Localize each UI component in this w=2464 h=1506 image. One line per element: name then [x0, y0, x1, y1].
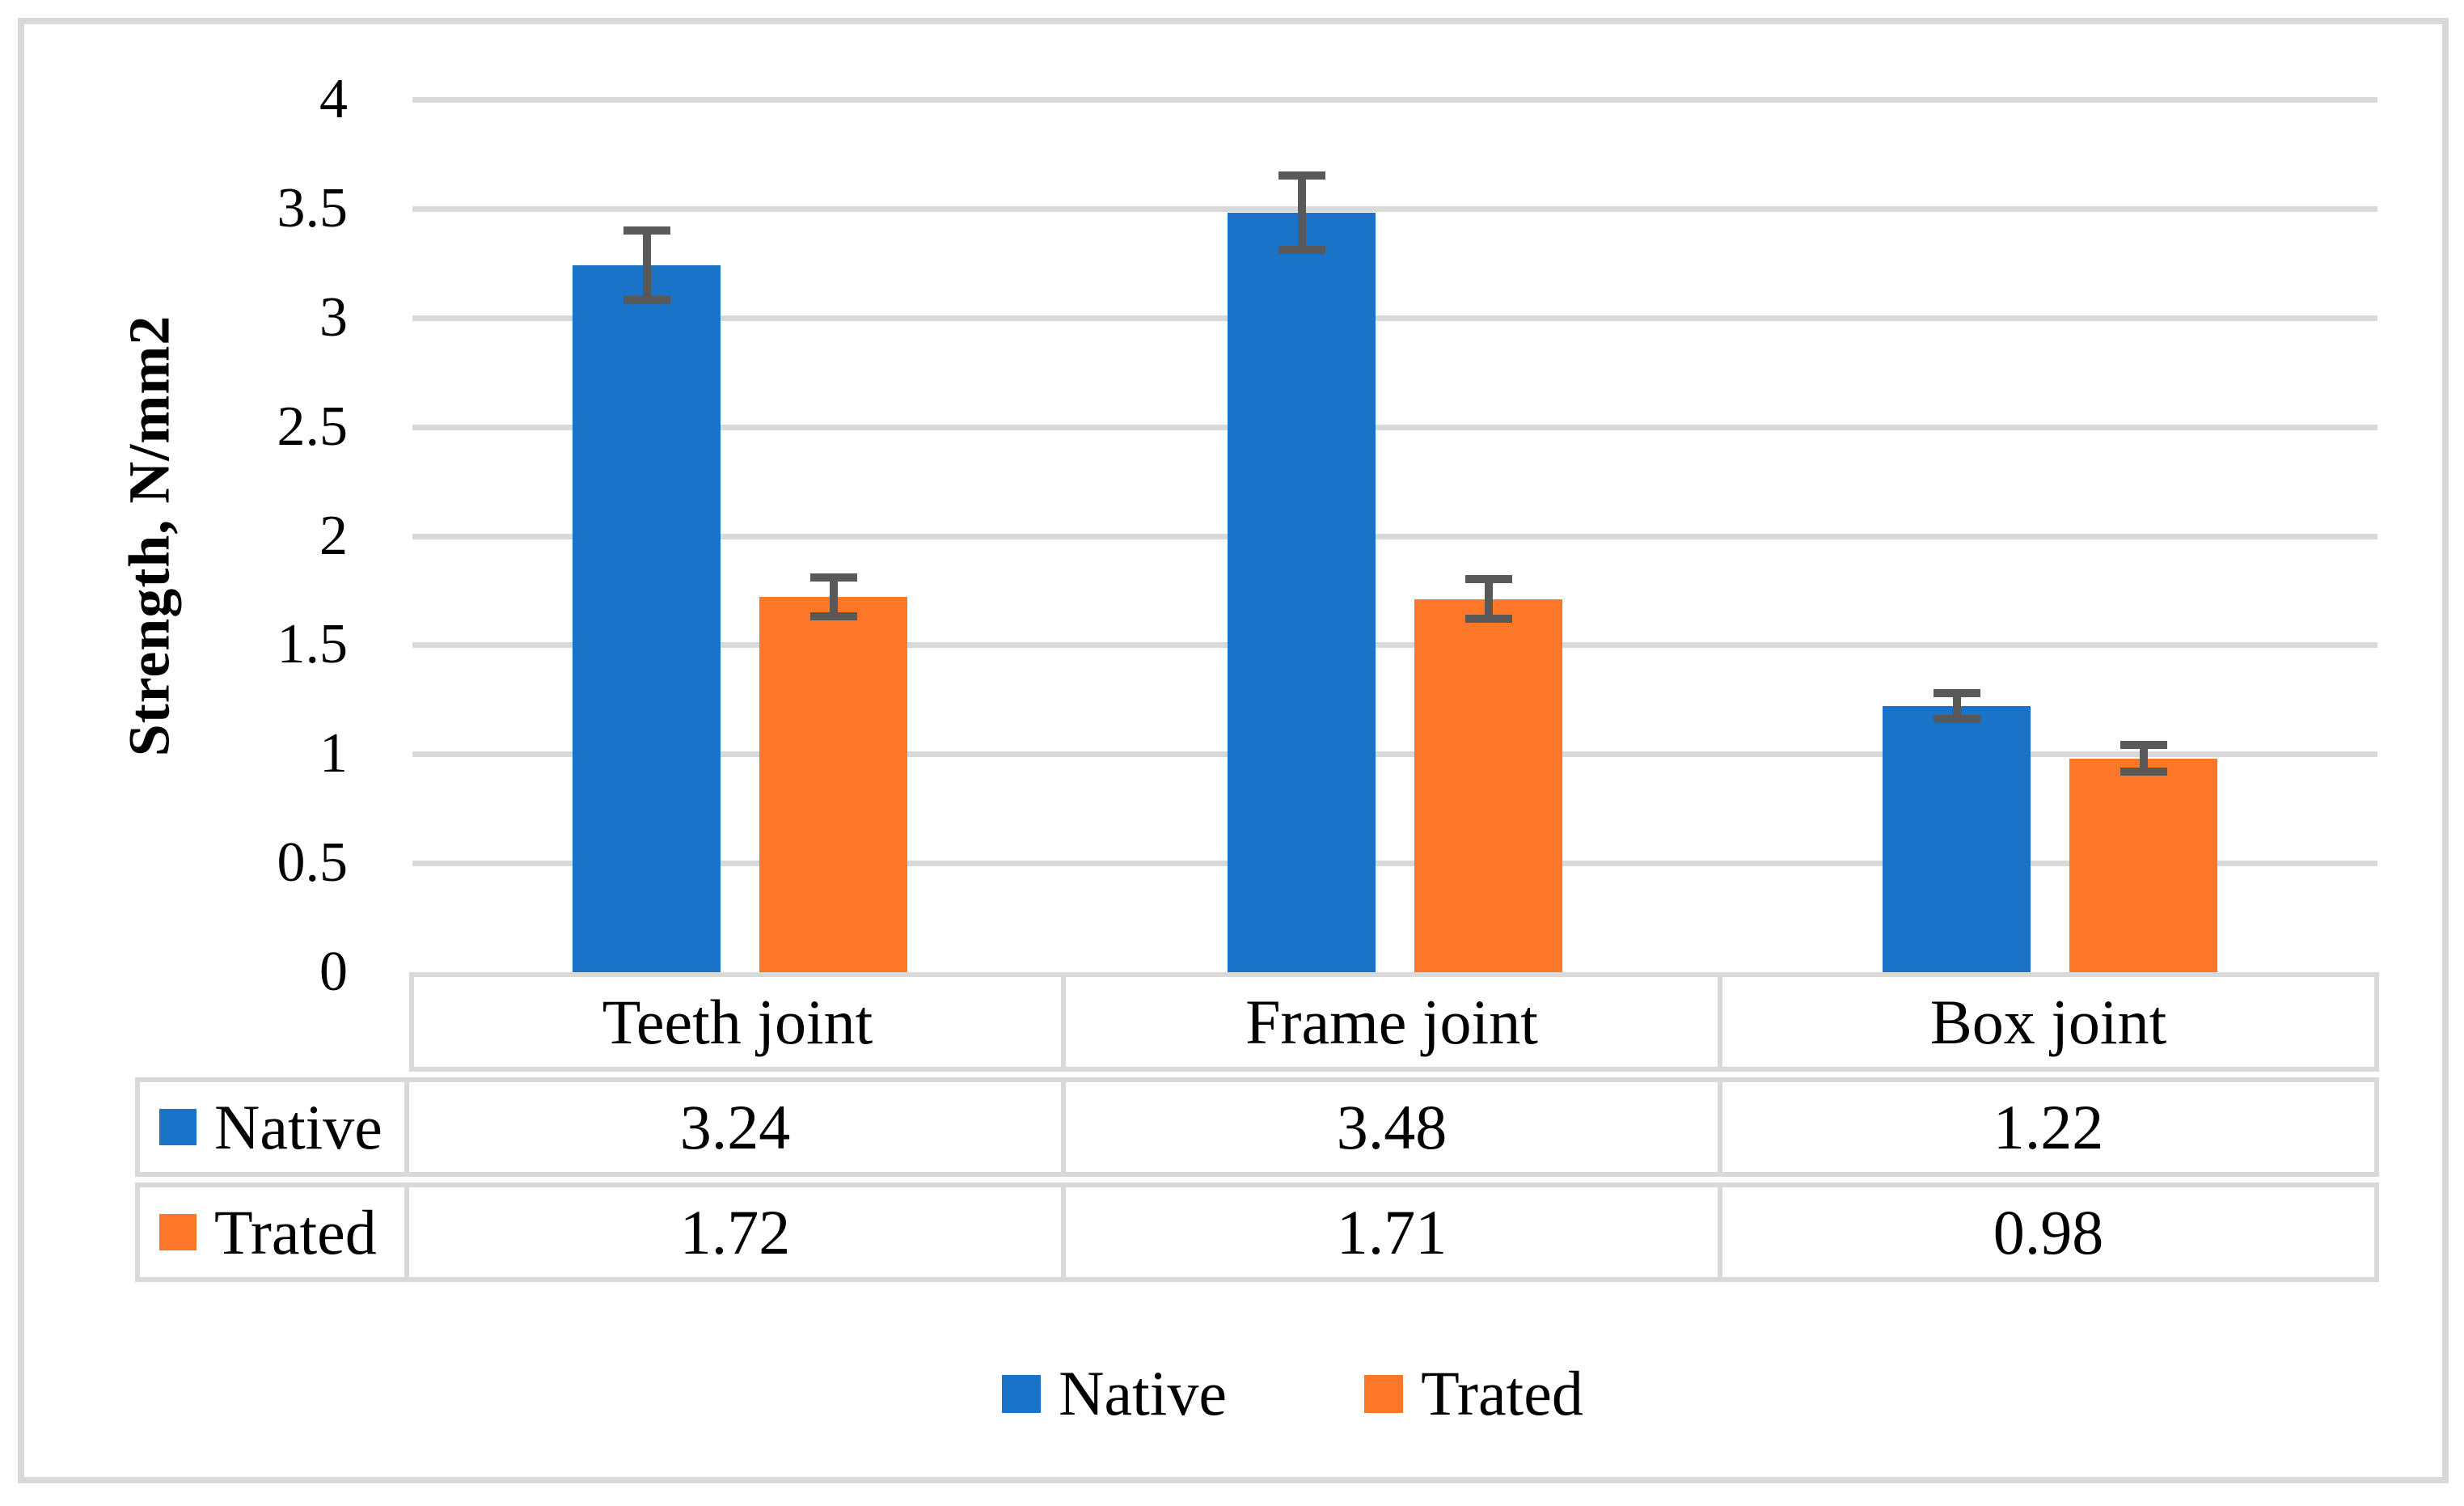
- bar-native-teeth-joint: [573, 265, 721, 972]
- gridline: [412, 642, 2377, 649]
- error-bar-cap: [809, 573, 857, 582]
- gridline: [412, 424, 2377, 430]
- y-tick-label: 1.5: [277, 613, 349, 676]
- error-bar-cap: [1464, 615, 1512, 623]
- bar-trated-teeth-joint: [759, 597, 907, 972]
- table-value-trated-frame-joint: 1.71: [1066, 1182, 1722, 1282]
- y-tick-label: 2.5: [277, 395, 349, 458]
- series-label: Native: [214, 1091, 382, 1162]
- table-category-header-frame-joint: Frame joint: [1066, 972, 1722, 1072]
- table-value-native-box-joint: 1.22: [1722, 1077, 2379, 1177]
- data-table: Teeth joint Frame joint Box joint Native 3.2…: [135, 967, 2379, 1288]
- gridline: [412, 533, 2377, 539]
- gridline: [412, 861, 2377, 867]
- gridline: [412, 751, 2377, 758]
- gridline: [412, 315, 2377, 321]
- error-bar-cap: [809, 612, 857, 621]
- bar-trated-box-joint: [2069, 758, 2217, 972]
- bar-native-box-joint: [1883, 705, 2031, 972]
- series-label-cell-trated: Trated: [135, 1182, 409, 1282]
- series-key-swatch-native: [159, 1109, 197, 1145]
- y-tick-label: 3.5: [277, 176, 349, 239]
- error-bar-cap: [1278, 171, 1325, 180]
- series-label-cell-native: Native: [135, 1077, 409, 1177]
- gridline: [412, 205, 2377, 212]
- table-row-native: Native 3.24 3.48 1.22: [135, 1077, 2379, 1177]
- error-bar-cap: [1933, 688, 1980, 697]
- legend-item-trated: Trated: [1364, 1357, 1583, 1430]
- table-category-header-teeth-joint: Teeth joint: [409, 972, 1066, 1072]
- table-value-trated-box-joint: 0.98: [1722, 1182, 2379, 1282]
- table-value-native-frame-joint: 3.48: [1066, 1077, 1722, 1177]
- y-tick-label: 3: [319, 286, 348, 349]
- error-bar-cap: [1464, 575, 1512, 584]
- table-blank-cell: [135, 972, 409, 1072]
- table-value-trated-teeth-joint: 1.72: [409, 1182, 1066, 1282]
- legend-swatch-trated: [1364, 1374, 1404, 1413]
- error-bar-cap: [2120, 767, 2167, 776]
- table-row-trated: Trated 1.72 1.71 0.98: [135, 1182, 2379, 1282]
- y-tick-label: 0: [319, 941, 348, 1003]
- error-bar-cap: [623, 296, 670, 305]
- y-tick-label: 1: [319, 722, 348, 785]
- error-bar: [1484, 579, 1493, 619]
- error-bar-cap: [1278, 246, 1325, 255]
- error-bar: [1297, 176, 1306, 251]
- legend-label: Native: [1059, 1358, 1228, 1428]
- error-bar: [1952, 692, 1961, 720]
- gridline: [412, 97, 2377, 103]
- bar-native-frame-joint: [1228, 213, 1376, 972]
- table-header-row: Teeth joint Frame joint Box joint: [135, 972, 2379, 1072]
- error-bar: [642, 230, 651, 301]
- error-bar: [829, 577, 838, 617]
- series-key-swatch-trated: [159, 1214, 197, 1250]
- bar-trated-frame-joint: [1414, 599, 1562, 972]
- chart-legend: Native Trated: [61, 1357, 2464, 1430]
- table-category-header-box-joint: Box joint: [1722, 972, 2379, 1072]
- y-tick-label: 0.5: [277, 831, 349, 895]
- series-label: Trated: [214, 1196, 377, 1267]
- error-bar: [2139, 745, 2148, 772]
- error-bar-cap: [623, 226, 670, 235]
- legend-item-native: Native: [1002, 1357, 1227, 1430]
- plot-area: [412, 97, 2377, 972]
- legend-swatch-native: [1002, 1374, 1042, 1413]
- table-value-native-teeth-joint: 3.24: [409, 1077, 1066, 1177]
- y-tick-label: 4: [319, 68, 348, 130]
- error-bar-cap: [1933, 715, 1980, 724]
- legend-label: Trated: [1421, 1358, 1583, 1428]
- error-bar-cap: [2120, 741, 2167, 750]
- y-tick-label: 2: [319, 504, 348, 567]
